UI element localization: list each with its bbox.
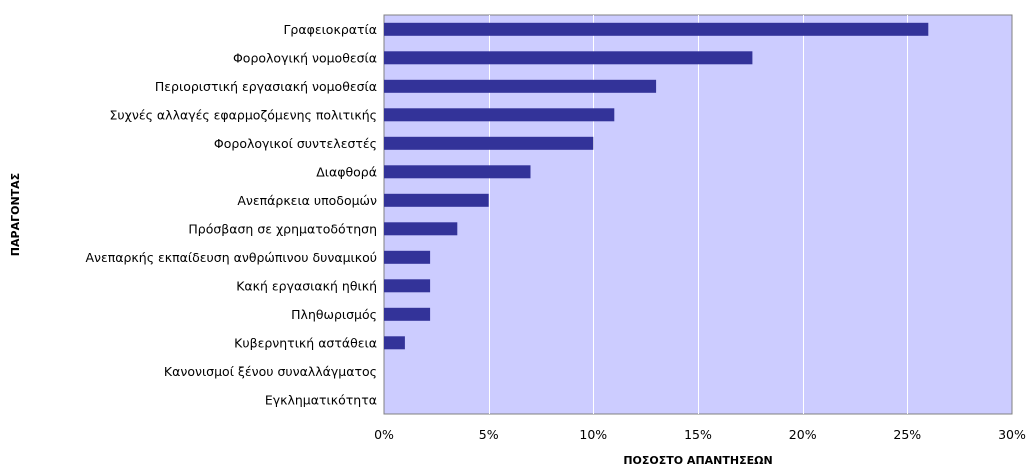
x-tick-label: 15%: [684, 427, 712, 442]
category-label: Κανονισμοί ξένου συναλλάγματος: [164, 364, 377, 379]
category-label: Ανεπάρκεια υποδομών: [237, 193, 377, 208]
category-label: Πρόσβαση σε χρηματοδότηση: [188, 221, 377, 236]
category-label: Φορολογική νομοθεσία: [233, 50, 377, 65]
category-label: Κακή εργασιακή ηθική: [236, 278, 377, 293]
bar: [384, 307, 431, 321]
bar: [384, 51, 753, 65]
category-label: Συχνές αλλαγές εφαρμοζόμενης πολιτικής: [110, 107, 377, 122]
category-label: Εγκληματικότητα: [265, 392, 377, 407]
bar: [384, 336, 405, 350]
bar: [384, 165, 531, 179]
category-label: Ανεπαρκής εκπαίδευση ανθρώπινου δυναμικο…: [85, 250, 377, 265]
x-tick-label: 30%: [998, 427, 1026, 442]
x-tick-labels: 0% 5% 10% 15% 20% 25% 30%: [374, 427, 1026, 442]
bar: [384, 222, 458, 236]
category-label: Περιοριστική εργασιακή νομοθεσία: [155, 79, 377, 94]
bars: [384, 22, 929, 350]
bar: [384, 279, 431, 293]
x-tick-label: 10%: [579, 427, 607, 442]
category-labels: Γραφειοκρατία Φορολογική νομοθεσία Περιορι…: [85, 22, 377, 407]
category-label: Γραφειοκρατία: [283, 22, 377, 37]
bar: [384, 108, 615, 122]
category-label: Κυβερνητική αστάθεια: [234, 335, 377, 350]
x-tick-label: 25%: [893, 427, 921, 442]
x-tick-label: 0%: [374, 427, 394, 442]
category-label: Φορολογικοί συντελεστές: [214, 136, 377, 151]
x-tick-label: 20%: [789, 427, 817, 442]
x-tick-label: 5%: [479, 427, 499, 442]
x-axis-title: ΠΟΣΟΣΤΟ ΑΠΑΝΤΗΣΕΩΝ: [623, 454, 772, 467]
category-label: Διαφθορά: [316, 164, 377, 179]
bar: [384, 136, 594, 150]
bar: [384, 250, 431, 264]
bar: [384, 193, 489, 207]
bar: [384, 79, 657, 93]
category-label: Πληθωρισμός: [291, 307, 377, 322]
bar: [384, 22, 929, 36]
y-axis-title: ΠΑΡΑΓΟΝΤΑΣ: [9, 173, 22, 256]
